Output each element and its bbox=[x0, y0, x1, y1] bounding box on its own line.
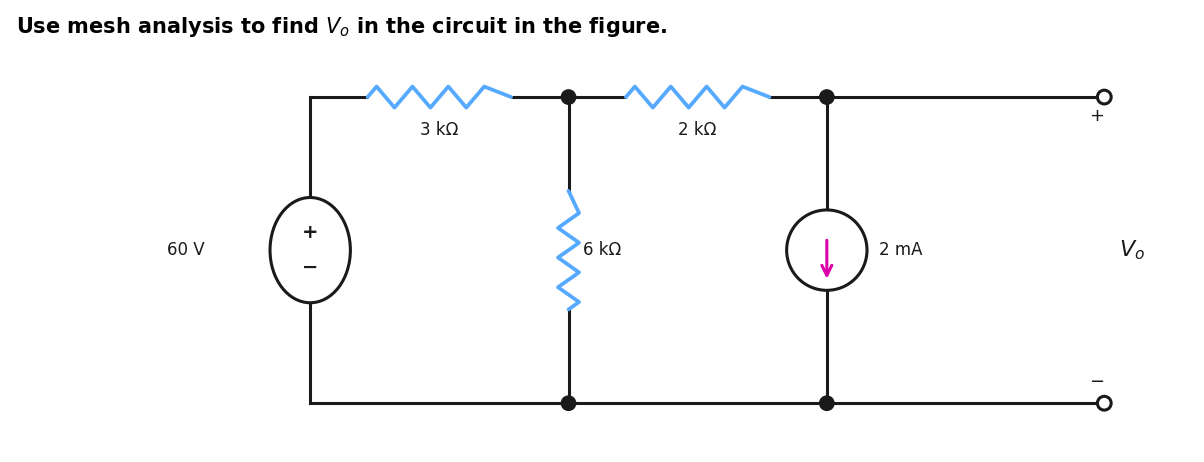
Circle shape bbox=[786, 210, 867, 290]
Text: $V_o$: $V_o$ bbox=[1119, 238, 1145, 262]
Text: 2 kΩ: 2 kΩ bbox=[679, 121, 716, 139]
Text: 2 mA: 2 mA bbox=[879, 241, 923, 259]
Circle shape bbox=[1097, 90, 1111, 104]
Text: 6 kΩ: 6 kΩ bbox=[583, 241, 621, 259]
Circle shape bbox=[561, 90, 576, 104]
Text: +: + bbox=[1090, 107, 1104, 125]
Text: 3 kΩ: 3 kΩ bbox=[420, 121, 459, 139]
Circle shape bbox=[1097, 396, 1111, 410]
Ellipse shape bbox=[270, 198, 350, 303]
Circle shape bbox=[561, 396, 576, 410]
Text: −: − bbox=[1090, 373, 1104, 391]
Text: −: − bbox=[302, 258, 318, 277]
Text: +: + bbox=[302, 224, 318, 243]
Text: 60 V: 60 V bbox=[167, 241, 205, 259]
Text: Use mesh analysis to find $V_o$ in the circuit in the figure.: Use mesh analysis to find $V_o$ in the c… bbox=[16, 15, 667, 39]
Circle shape bbox=[820, 396, 834, 410]
Circle shape bbox=[820, 90, 834, 104]
